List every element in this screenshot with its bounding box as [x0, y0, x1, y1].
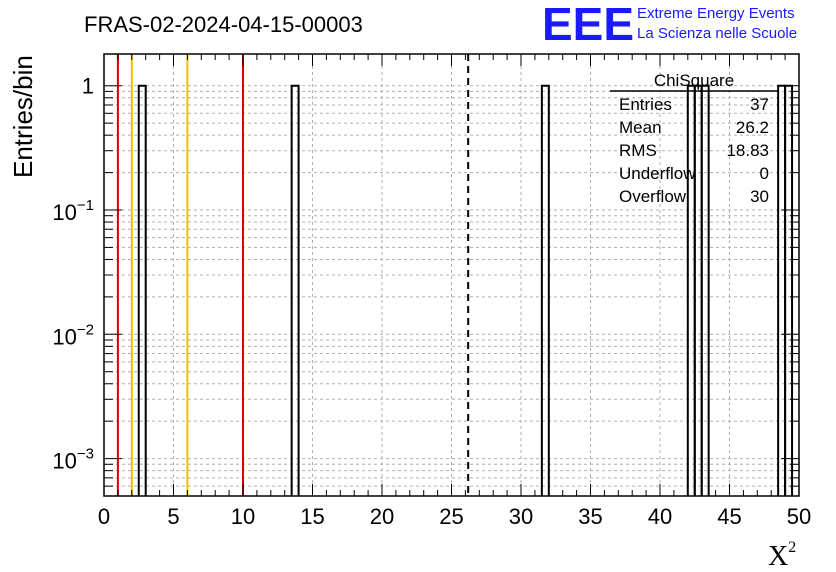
histogram-bar: [693, 84, 703, 496]
eee-logo: EEE Extreme Energy Events La Scienza nel…: [542, 0, 797, 50]
histogram-bar: [290, 84, 300, 496]
y-tick-label-base: 10: [52, 324, 76, 349]
stats-box: ChiSquare Entries 37 Mean 26.2 RMS 18.83 Under…: [610, 71, 778, 206]
x-tick-label: 35: [578, 504, 602, 529]
stats-value: 18.83: [726, 141, 769, 160]
histogram-bar: [686, 84, 696, 496]
grid-lines: [104, 54, 799, 496]
y-tick-label-base: 10: [52, 200, 76, 225]
y-tick-label-exponent: −1: [77, 197, 94, 214]
histogram-bar: [700, 84, 710, 496]
y-tick-label-base: 10: [52, 449, 76, 474]
y-tick-label: 10−3: [52, 446, 94, 474]
histogram-bar: [540, 84, 550, 496]
histogram-bar: [777, 84, 787, 496]
stats-label: Overflow: [619, 187, 687, 206]
stats-label: Mean: [619, 118, 662, 137]
x-tick-label: 30: [509, 504, 533, 529]
stats-label: RMS: [619, 141, 657, 160]
x-tick-label: 20: [370, 504, 394, 529]
x-tick-label: 5: [167, 504, 179, 529]
x-axis-label: X2: [768, 539, 796, 572]
eee-logo-line2: La Scienza nelle Scuole: [637, 25, 797, 42]
x-tick-label: 25: [439, 504, 463, 529]
x-tick-label: 45: [717, 504, 741, 529]
x-tick-label: 10: [231, 504, 255, 529]
chart-title: FRAS-02-2024-04-15-00003: [84, 12, 363, 37]
x-axis-ticks: 0 5 10 15 20 25 30 35 40 45 50: [98, 54, 811, 529]
histogram-bar: [137, 84, 147, 496]
histogram-bars: [137, 84, 794, 496]
stats-rows: Entries 37 Mean 26.2 RMS 18.83 Underflow 0 Overf…: [619, 95, 769, 206]
y-axis-label: Entries/bin: [8, 55, 38, 178]
x-tick-label: 40: [648, 504, 672, 529]
reference-lines: [116, 54, 470, 496]
stats-label: Underflow: [619, 164, 696, 183]
y-tick-label: 10−2: [52, 321, 94, 349]
x-tick-label: 15: [300, 504, 324, 529]
y-axis-ticks: 10−310−210−11: [52, 74, 799, 487]
y-tick-label-exponent: −3: [77, 446, 94, 463]
x-tick-label: 50: [787, 504, 811, 529]
y-tick-label: 1: [82, 74, 94, 99]
y-tick-label: 10−1: [52, 197, 94, 225]
eee-logo-line1: Extreme Energy Events: [637, 5, 795, 22]
y-tick-label-exponent: −2: [77, 321, 94, 338]
stats-value: 30: [750, 187, 769, 206]
stats-value: 26.2: [736, 118, 769, 137]
stats-label: Entries: [619, 95, 672, 114]
stats-value: 37: [750, 95, 769, 114]
x-tick-label: 0: [98, 504, 110, 529]
stats-title: ChiSquare: [654, 71, 734, 90]
x-axis-label-exponent: 2: [788, 539, 796, 556]
eee-logo-mark: EEE: [542, 0, 634, 50]
stats-value: 0: [760, 164, 769, 183]
x-axis-label-base: X: [768, 541, 788, 572]
histogram-bar: [784, 84, 794, 496]
